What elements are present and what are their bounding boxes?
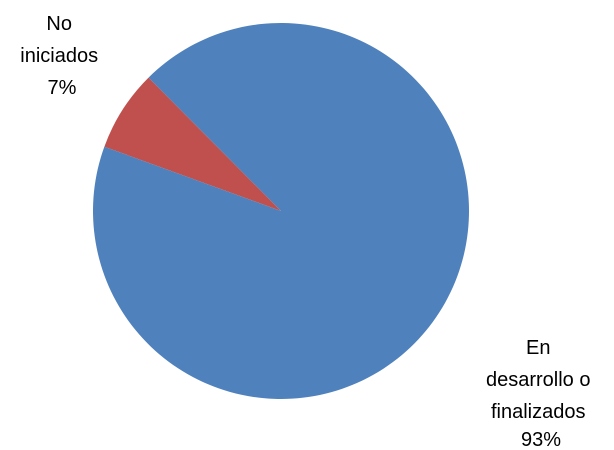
label-line: desarrollo o xyxy=(486,369,591,391)
label-line: No xyxy=(46,13,72,35)
pie-slice-en-desarrollo-o-finalizados xyxy=(93,22,470,399)
pie-slices xyxy=(93,22,470,399)
pie-slice-no-iniciados xyxy=(104,77,281,211)
data-label-no-iniciados: No iniciados 7% xyxy=(20,13,103,99)
percent-label: 93% xyxy=(521,429,561,450)
label-line: iniciados xyxy=(20,45,98,67)
label-line: En xyxy=(526,337,550,359)
percent-label: 7% xyxy=(48,77,77,99)
label-line: finalizados xyxy=(491,401,586,423)
data-label-en-desarrollo-o-finalizados: En desarrollo o finalizados 93% xyxy=(486,337,596,450)
data-labels: No iniciados 7% En desarrollo o finaliza… xyxy=(20,13,596,450)
